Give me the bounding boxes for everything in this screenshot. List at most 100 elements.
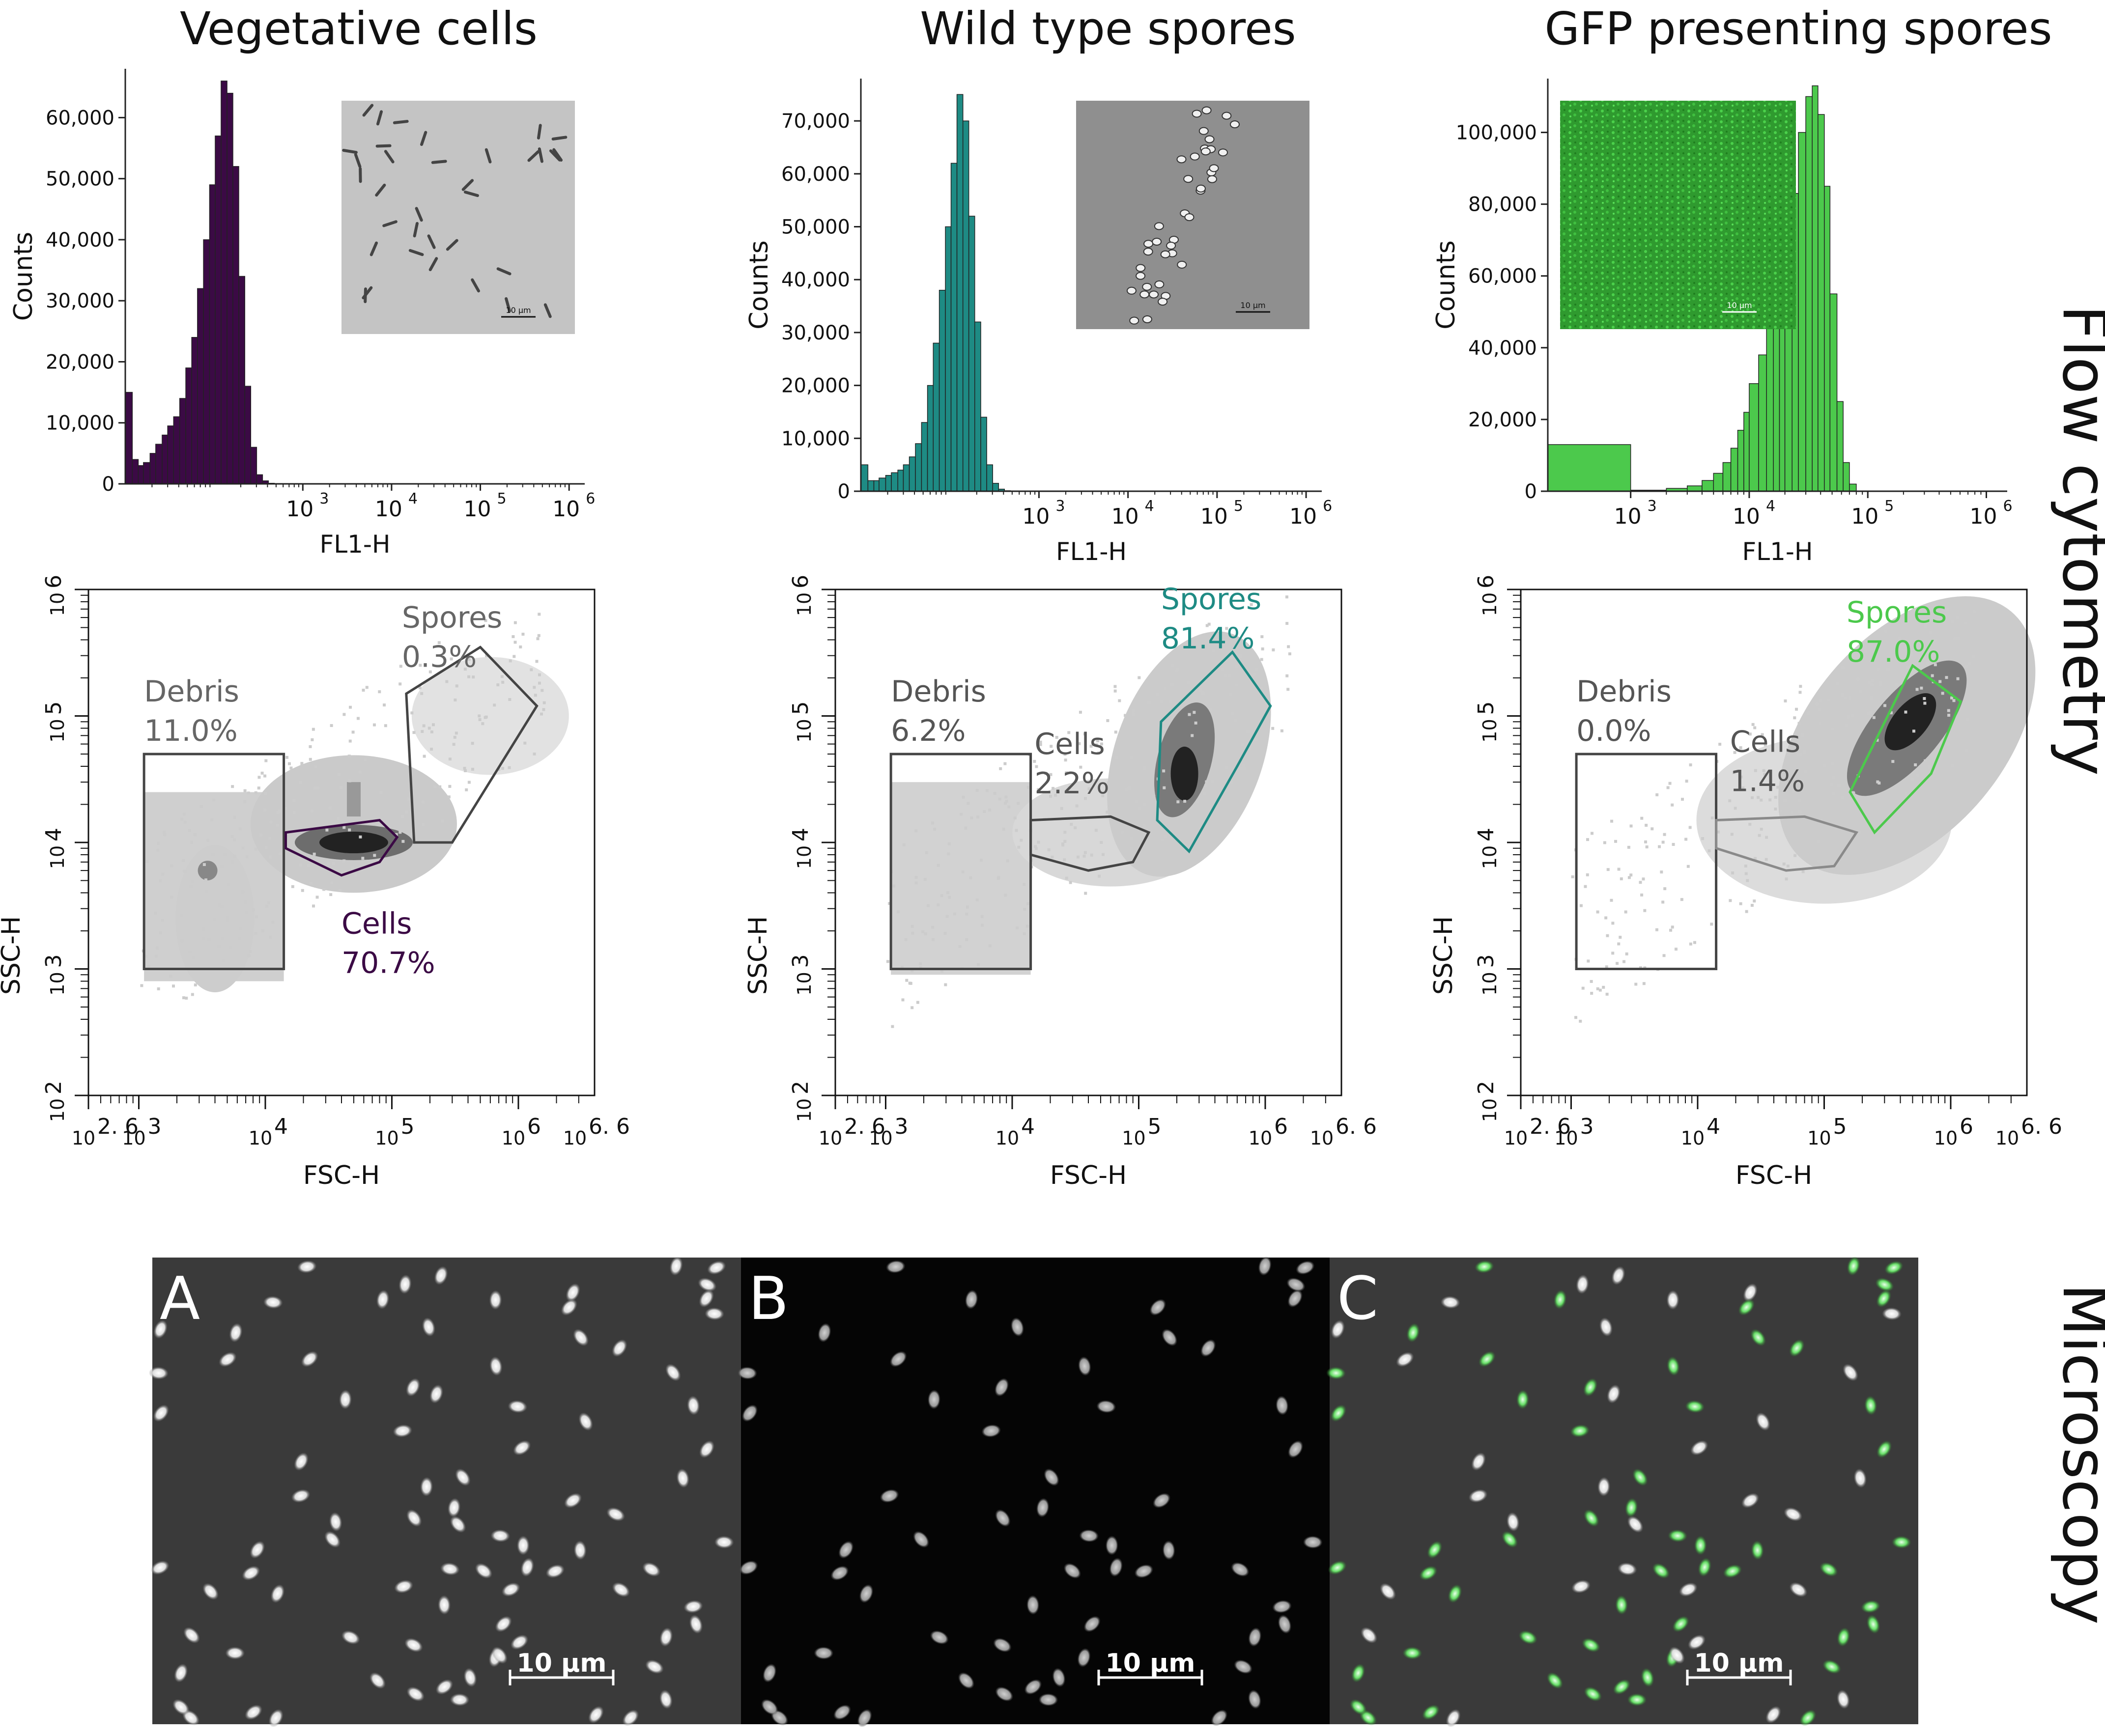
scatter-dot <box>1818 722 1821 725</box>
scatter-dot <box>1196 800 1199 804</box>
scatter-dot <box>523 741 527 745</box>
scatter-dot <box>1199 688 1202 692</box>
spore-cell <box>1422 1705 1440 1720</box>
x-tick-exponent: 6 <box>1960 1114 1973 1139</box>
x-tick-exponent: 2. 6 <box>844 1114 885 1139</box>
scatter-dot <box>265 904 268 908</box>
scatter-dot <box>1716 830 1720 834</box>
scatter-dot <box>1729 899 1732 902</box>
cloud-core <box>1884 693 1936 751</box>
scatter-dot <box>1207 622 1211 626</box>
spore-cell <box>1286 1277 1306 1292</box>
scatter-dot <box>447 795 451 799</box>
x-tick-exponent: 4 <box>274 1114 288 1139</box>
spore-cell <box>622 1709 639 1726</box>
spore-cell <box>1052 1668 1066 1687</box>
x-tick-label: 10 <box>375 497 402 522</box>
scatter-dot <box>267 901 270 904</box>
scatter-dot <box>947 852 950 856</box>
histogram-bar <box>227 92 233 484</box>
scatter-dot <box>398 831 402 834</box>
scatter-dot <box>1156 693 1159 696</box>
scatter-dot <box>1787 753 1791 756</box>
scatter-dot <box>313 786 317 790</box>
scatter-dot <box>233 815 236 819</box>
spore-cell <box>1276 1396 1289 1415</box>
spore-cell <box>1632 1468 1648 1486</box>
y-tick-label: 10 <box>47 719 68 742</box>
spore-cell <box>1026 1595 1040 1615</box>
scatter-dot <box>314 765 317 768</box>
histogram-bar <box>1722 462 1732 492</box>
scatter-dot <box>1248 746 1251 750</box>
scatter-dot <box>1252 672 1256 676</box>
scatter-dot <box>1063 858 1066 862</box>
y-tick-label: 50,000 <box>781 216 850 239</box>
spore-cell <box>420 1477 433 1497</box>
scatter-dot <box>1023 907 1026 911</box>
spore-cell <box>1349 1699 1367 1715</box>
spore-cell <box>1402 1647 1422 1660</box>
scatter-dot <box>1728 799 1732 803</box>
scatter-dot <box>542 701 546 704</box>
scatter-dot <box>182 859 185 862</box>
spore-cell <box>930 1630 949 1645</box>
spore-cell <box>1248 1627 1262 1647</box>
scatter-dot <box>163 833 167 837</box>
spore-cell <box>880 1489 899 1503</box>
spore-cell <box>676 1468 689 1488</box>
scatter-dot <box>1928 765 1931 769</box>
scatter-dot <box>1100 742 1104 746</box>
gate-percent-label: 87.0% <box>1847 635 1940 669</box>
histogram-bar <box>1849 483 1857 492</box>
scatter-dot <box>1201 692 1205 695</box>
scatter-dot <box>1807 711 1811 715</box>
spore-cell <box>341 1630 360 1645</box>
spore-shape <box>1166 242 1176 250</box>
spore-cell <box>1789 1339 1805 1357</box>
scatter-dot <box>1130 756 1133 759</box>
y-axis-label: SSC-H <box>1429 916 1458 995</box>
scatter-dot <box>1223 674 1227 677</box>
spore-cell <box>244 1705 262 1720</box>
spore-cell <box>1599 1317 1613 1337</box>
gate-percent-label: 0.0% <box>1576 714 1651 748</box>
scatter-dot <box>1798 691 1802 694</box>
scatter-dot <box>1832 792 1835 796</box>
x-axis-label: FL1-H <box>319 530 390 559</box>
scatter-dot <box>1006 859 1009 863</box>
micrograph-panel: C 10 µm <box>1326 1256 1918 1727</box>
scatter-dot <box>284 807 287 811</box>
spore-cell <box>1036 1498 1050 1518</box>
spore-cell <box>1607 1384 1621 1404</box>
scatter-dot <box>455 684 458 688</box>
spore-cell <box>1234 1659 1252 1674</box>
scatter-dot <box>384 724 387 728</box>
y-axis-label: SSC-H <box>743 916 773 995</box>
spore-cell <box>219 1352 237 1367</box>
cell-shape <box>384 150 395 164</box>
scatter-dot <box>1067 731 1071 734</box>
scatter-dot <box>1763 773 1766 776</box>
spore-shape <box>1200 147 1211 156</box>
spore-cell <box>885 1260 906 1273</box>
scatter-dot <box>448 784 452 788</box>
spore-cell <box>1024 1679 1042 1695</box>
scatter-dot <box>512 635 515 639</box>
spore-cell <box>1864 1396 1877 1415</box>
scatter-dot <box>1017 802 1020 805</box>
y-tick-label: 40,000 <box>46 229 114 252</box>
spore-cell <box>513 1440 531 1456</box>
scatter-dot <box>1774 796 1777 799</box>
spore-cell <box>1613 1679 1631 1695</box>
scatter-dot <box>207 938 211 941</box>
histogram-bar <box>939 290 946 492</box>
gate-percent-label: 2.2% <box>1034 766 1109 801</box>
scatter-dot <box>1666 786 1670 789</box>
scatter-dot <box>1061 842 1065 846</box>
spore-shape <box>1195 184 1206 193</box>
spore-cell <box>913 1531 930 1548</box>
scatter-dot <box>1780 817 1784 820</box>
x-tick-label: 10 <box>1111 504 1139 529</box>
scatter-dot <box>1132 709 1135 712</box>
